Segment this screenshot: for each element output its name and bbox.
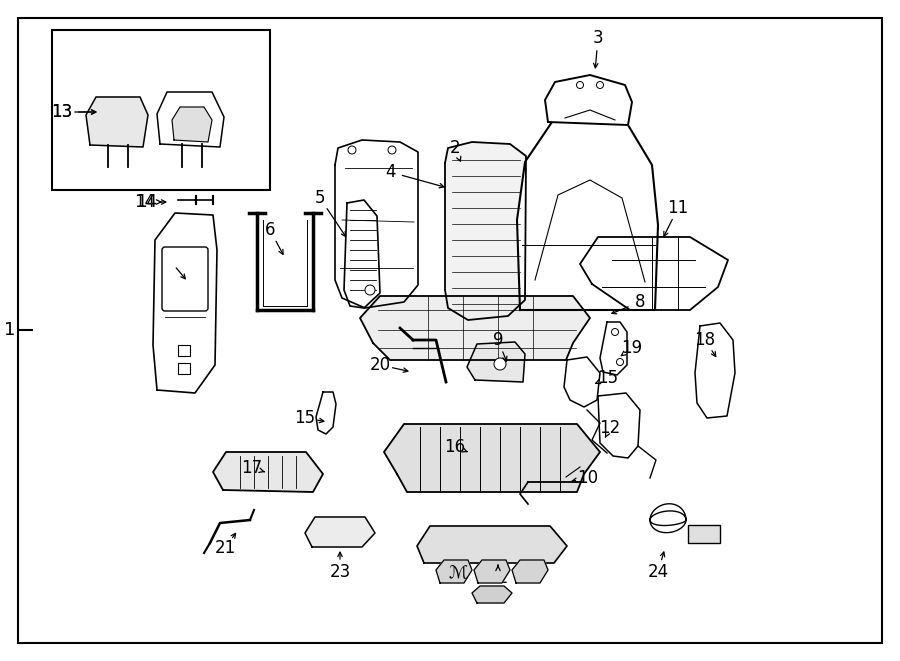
Bar xyxy=(178,363,190,374)
Polygon shape xyxy=(545,75,632,125)
Polygon shape xyxy=(86,97,148,147)
Text: 7: 7 xyxy=(163,249,173,267)
Circle shape xyxy=(611,329,618,336)
Text: 4: 4 xyxy=(385,163,395,181)
Text: 21: 21 xyxy=(214,539,236,557)
Polygon shape xyxy=(467,342,525,382)
Text: 8: 8 xyxy=(634,293,645,311)
Circle shape xyxy=(616,358,624,366)
Circle shape xyxy=(365,285,375,295)
Polygon shape xyxy=(153,213,217,393)
Circle shape xyxy=(388,146,396,154)
Polygon shape xyxy=(172,107,212,142)
Text: 16: 16 xyxy=(445,438,465,456)
Polygon shape xyxy=(445,142,526,320)
Polygon shape xyxy=(512,560,548,583)
Polygon shape xyxy=(472,586,512,603)
Polygon shape xyxy=(157,92,224,147)
Polygon shape xyxy=(474,560,510,583)
Bar xyxy=(178,345,190,356)
Polygon shape xyxy=(305,517,375,547)
Polygon shape xyxy=(695,323,735,418)
Text: 19: 19 xyxy=(621,339,643,357)
Circle shape xyxy=(597,81,604,89)
Text: 17: 17 xyxy=(241,459,263,477)
Text: ℳ: ℳ xyxy=(448,563,468,581)
Text: 18: 18 xyxy=(695,331,716,349)
Circle shape xyxy=(494,358,506,370)
Polygon shape xyxy=(335,140,418,308)
Circle shape xyxy=(348,146,356,154)
Polygon shape xyxy=(600,322,627,375)
Text: 23: 23 xyxy=(329,563,351,581)
Text: 22: 22 xyxy=(488,569,508,587)
Bar xyxy=(52,30,270,190)
Text: 20: 20 xyxy=(369,356,391,374)
Text: 14: 14 xyxy=(137,193,157,211)
Text: 13: 13 xyxy=(51,103,73,121)
Text: 11: 11 xyxy=(668,199,688,217)
Text: 13: 13 xyxy=(51,103,73,121)
Polygon shape xyxy=(384,424,600,492)
Polygon shape xyxy=(344,200,380,308)
Text: 5: 5 xyxy=(315,189,325,207)
Polygon shape xyxy=(213,452,323,492)
Text: 3: 3 xyxy=(593,29,603,47)
Polygon shape xyxy=(580,237,728,310)
Polygon shape xyxy=(598,393,640,458)
Text: 2: 2 xyxy=(450,139,460,157)
Text: 10: 10 xyxy=(578,469,599,487)
Polygon shape xyxy=(316,392,336,434)
Text: 12: 12 xyxy=(599,419,621,437)
Polygon shape xyxy=(436,560,472,583)
Polygon shape xyxy=(417,526,567,563)
Polygon shape xyxy=(360,296,590,360)
Text: 15: 15 xyxy=(598,369,618,387)
Text: 15: 15 xyxy=(294,409,316,427)
Text: 9: 9 xyxy=(493,331,503,349)
Bar xyxy=(688,525,720,543)
Text: 1: 1 xyxy=(4,321,15,339)
Polygon shape xyxy=(517,110,658,310)
Text: 14: 14 xyxy=(134,193,156,211)
FancyBboxPatch shape xyxy=(162,247,208,311)
Circle shape xyxy=(577,81,583,89)
Text: 24: 24 xyxy=(647,563,669,581)
Text: 6: 6 xyxy=(265,221,275,239)
Polygon shape xyxy=(564,357,600,407)
